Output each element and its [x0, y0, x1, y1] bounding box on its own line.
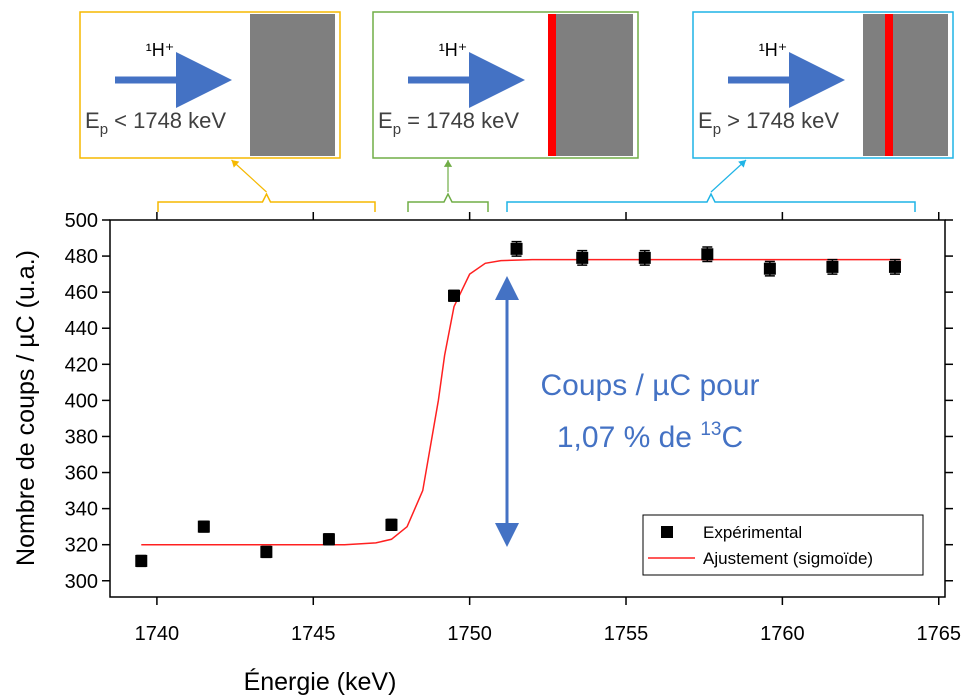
- beam-label: ¹H⁺: [439, 40, 468, 60]
- x-tick-label: 1750: [447, 623, 492, 645]
- data-point: [385, 518, 398, 531]
- y-tick-label: 480: [65, 246, 98, 268]
- y-tick-label: 300: [65, 571, 98, 593]
- data-point: [826, 260, 839, 273]
- energy-symbol: E: [698, 108, 713, 133]
- y-tick-label: 320: [65, 535, 98, 557]
- y-tick-label: 360: [65, 463, 98, 485]
- pointer-head: [231, 160, 240, 168]
- data-point: [638, 251, 651, 264]
- data-point: [260, 545, 273, 558]
- bracket: [506, 192, 916, 212]
- energy-subscript: p: [713, 121, 721, 138]
- pointer: [710, 159, 747, 193]
- energy-label: Ep > 1748 keV: [698, 108, 839, 138]
- y-tick-label: 380: [65, 426, 98, 448]
- energy-subscript: p: [393, 121, 401, 138]
- legend-label: Ajustement (sigmoïde): [703, 549, 873, 568]
- data-point: [763, 262, 776, 275]
- data-point: [510, 242, 523, 255]
- energy-label: Ep < 1748 keV: [85, 108, 226, 138]
- y-tick-label: 460: [65, 282, 98, 304]
- energy-text: = 1748 keV: [401, 108, 519, 133]
- energy-label: Ep = 1748 keV: [378, 108, 519, 138]
- pointer-head: [443, 160, 453, 167]
- data-point: [888, 260, 901, 273]
- y-tick-label: 420: [65, 354, 98, 376]
- y-tick-label: 440: [65, 318, 98, 340]
- energy-subscript: p: [100, 121, 108, 138]
- fit-line: [141, 258, 902, 546]
- annotation-part: 1,07 % de: [557, 421, 700, 454]
- y-axis-label: Nombre de coups / µC (u.a.): [12, 250, 40, 566]
- beam-label: ¹H⁺: [146, 40, 175, 60]
- plot-frame: [109, 219, 946, 598]
- annotation-text: Coups / µC pour: [540, 369, 759, 402]
- legend-symbol: [661, 526, 673, 538]
- legend-box: [642, 514, 924, 576]
- x-tick-label: 1765: [916, 623, 961, 645]
- data-point: [448, 289, 461, 302]
- target: [250, 14, 335, 156]
- x-tick-label: 1745: [291, 623, 336, 645]
- data-point: [135, 554, 148, 567]
- bracket: [407, 192, 489, 212]
- data-point: [576, 251, 589, 264]
- y-tick-label: 400: [65, 390, 98, 412]
- x-tick-label: 1760: [760, 623, 805, 645]
- legend-label: Expérimental: [703, 523, 802, 542]
- annotation-text: 1,07 % de 13C: [557, 419, 743, 454]
- bracket: [157, 192, 376, 212]
- annotation-superscript: 13: [700, 419, 721, 440]
- energy-symbol: E: [378, 108, 393, 133]
- annotation-part: C: [721, 421, 743, 454]
- energy-text: > 1748 keV: [721, 108, 839, 133]
- x-axis-label: Énergie (keV): [244, 667, 397, 695]
- resonance-layer: [548, 14, 556, 156]
- x-tick-label: 1755: [604, 623, 649, 645]
- data-point: [197, 520, 210, 533]
- target: [548, 14, 633, 156]
- y-tick-label: 500: [65, 210, 98, 232]
- beam-label: ¹H⁺: [759, 40, 788, 60]
- target: [863, 14, 948, 156]
- data-point: [322, 533, 335, 546]
- energy-symbol: E: [85, 108, 100, 133]
- pointer-head: [738, 160, 746, 168]
- pointer: [231, 159, 267, 193]
- data-point: [701, 248, 714, 261]
- x-tick-label: 1740: [135, 623, 180, 645]
- y-tick-label: 340: [65, 499, 98, 521]
- energy-text: < 1748 keV: [108, 108, 226, 133]
- resonance-layer: [885, 14, 893, 156]
